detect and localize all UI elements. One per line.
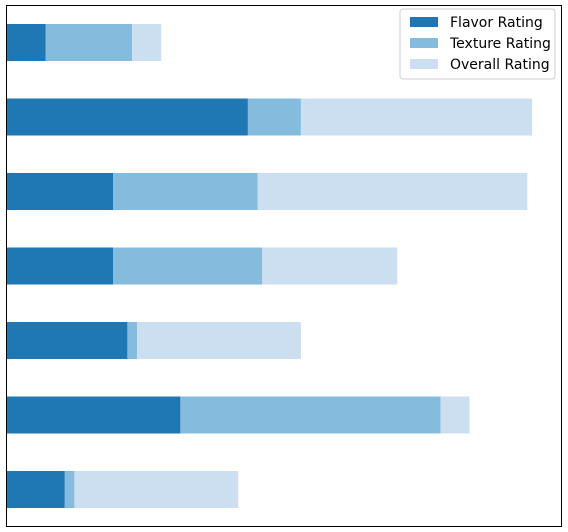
bar-flavor-rating-2 [7,98,248,136]
bar-texture-rating-7 [64,471,75,508]
bar-flavor-rating-3 [7,173,113,210]
bar-overall-rating-6 [440,396,470,434]
bar-overall-rating-4 [262,247,398,285]
bar-flavor-rating-4 [7,247,113,285]
bar-overall-rating-2 [300,98,533,136]
bars-layer [7,24,533,508]
legend: Flavor Rating Texture Rating Overall Ratin… [399,8,556,80]
bar-texture-rating-1 [45,24,133,61]
bar-flavor-rating-1 [7,24,46,61]
bar-flavor-rating-6 [7,396,181,434]
bar-overall-rating-7 [74,471,239,508]
legend-swatch-1 [410,17,438,27]
bar-texture-rating-5 [127,322,137,359]
legend-label-1: Flavor Rating [450,15,543,31]
bar-texture-rating-2 [247,98,301,136]
legend-swatch-2 [410,38,438,48]
legend-label-2: Texture Rating [449,36,551,52]
bar-overall-rating-1 [132,24,162,61]
legend-swatch-3 [410,59,438,69]
bar-flavor-rating-7 [7,471,65,508]
bar-texture-rating-3 [113,173,258,210]
bar-overall-rating-3 [257,173,528,210]
bar-flavor-rating-5 [7,322,128,359]
bar-texture-rating-6 [180,396,441,434]
legend-box [399,8,556,80]
legend-label-3: Overall Rating [450,57,550,73]
bar-overall-rating-5 [137,322,301,359]
bar-texture-rating-4 [113,247,263,285]
